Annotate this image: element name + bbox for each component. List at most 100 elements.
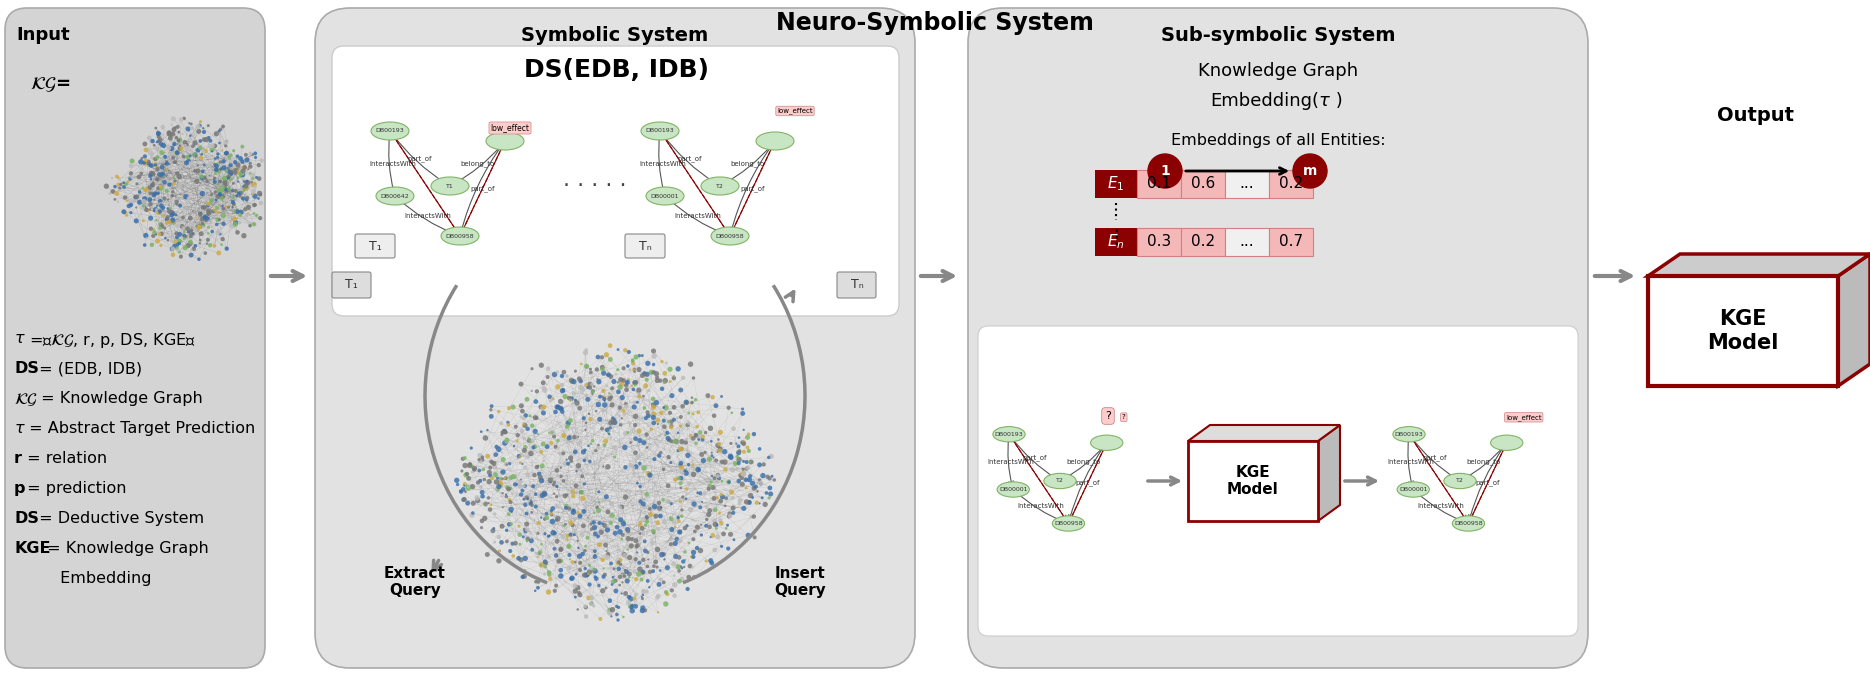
Point [236,158,266,168]
Point [196,144,226,155]
Point [615,418,645,429]
Point [718,534,748,545]
Point [552,501,582,512]
FancyBboxPatch shape [1096,170,1137,198]
Point [165,135,194,145]
Point [542,550,572,560]
Point [159,157,189,168]
Point [525,360,555,370]
Point [615,592,645,602]
Point [531,558,561,569]
Point [462,495,492,506]
Point [458,481,488,492]
Point [542,366,572,377]
Point [578,598,608,608]
Point [643,607,673,618]
Point [712,520,742,531]
Point [656,539,686,550]
Point [138,168,168,179]
Point [451,460,481,471]
Point [241,172,271,183]
Point [733,445,763,456]
Point [555,453,585,464]
Point [191,247,221,258]
Point [144,183,174,193]
Point [146,218,176,229]
Point [458,466,488,477]
Point [582,573,611,584]
Point [597,392,626,403]
Point [664,516,694,527]
Point [140,229,170,240]
Point [666,473,696,483]
Point [583,497,613,508]
Point [496,483,525,494]
Point [189,143,219,153]
Point [559,448,589,458]
Point [565,564,595,575]
Point [232,176,262,187]
Point [503,521,533,531]
Point [241,210,271,221]
Point [621,377,651,388]
FancyBboxPatch shape [978,326,1578,636]
Point [479,525,509,536]
Point [492,459,522,470]
Point [213,184,243,195]
Point [572,361,602,372]
Point [677,397,707,408]
Point [636,424,666,435]
Point [138,231,168,241]
Point [159,114,189,124]
Point [754,493,784,504]
Point [613,375,643,385]
Point [146,135,176,145]
Point [537,437,567,448]
Point [125,156,155,167]
Point [602,609,632,620]
Point [619,593,649,604]
Point [611,553,641,564]
Point [598,572,628,583]
Point [621,554,651,564]
Point [157,149,187,160]
Point [701,520,731,531]
Point [505,529,535,540]
Point [570,425,600,435]
Point [546,571,576,581]
Text: T₁: T₁ [344,279,357,291]
Point [230,176,260,187]
Point [621,535,651,546]
Point [174,124,204,135]
Point [211,147,241,158]
Point [628,529,658,540]
Point [660,522,690,533]
Text: T2: T2 [1457,479,1464,483]
Point [625,558,654,569]
Point [741,481,770,492]
Point [176,218,206,229]
Point [219,214,249,224]
Point [185,221,215,232]
Point [507,489,537,500]
Point [653,427,683,438]
Point [183,160,213,171]
Point [482,441,512,452]
Point [503,553,533,564]
Point [625,528,654,539]
Text: belong_to: belong_to [731,160,765,167]
Point [729,439,759,450]
Text: part_of: part_of [677,155,703,162]
Point [608,571,638,582]
Point [613,597,643,608]
Point [739,482,769,493]
Point [546,564,576,575]
Point [550,458,580,469]
Point [112,195,142,206]
Point [737,512,767,523]
Point [621,601,651,612]
Point [703,531,733,542]
Point [230,162,260,173]
Point [146,128,176,139]
Point [554,541,583,552]
